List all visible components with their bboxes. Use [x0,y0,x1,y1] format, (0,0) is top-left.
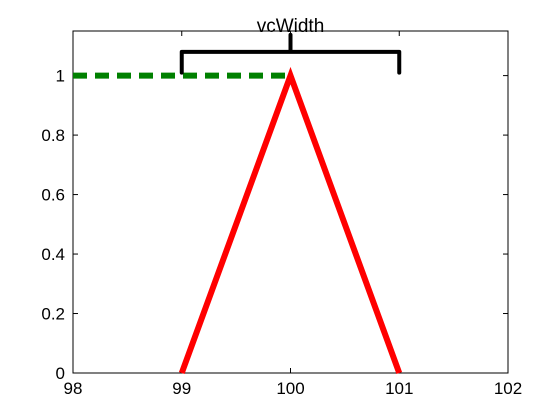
y-tick-label: 0 [56,364,65,383]
annotation-layer: vcWidth [179,16,402,75]
width-bracket [179,32,402,75]
y-tick-label: 0.8 [41,126,65,145]
x-tick-label: 102 [494,379,522,398]
axes-frame [72,30,509,374]
plot-area-border [72,30,509,374]
series-layer [73,66,403,375]
y-tick-label: 0.2 [41,305,65,324]
x-tick-label: 98 [64,379,83,398]
y-tick-label: 0.6 [41,186,65,205]
x-tick-label: 101 [385,379,413,398]
y-tick-label: 1 [56,67,65,86]
x-tick-label: 100 [276,379,304,398]
bracket-label: vcWidth [257,16,325,37]
series-line-triangle [178,66,403,375]
x-axis-ticks: 98 99 100 101 102 [64,31,522,398]
y-axis-ticks: 0 0.2 0.4 0.6 0.8 1 [41,67,508,383]
y-tick-label: 0.4 [41,245,65,264]
x-tick-label: 99 [172,379,191,398]
